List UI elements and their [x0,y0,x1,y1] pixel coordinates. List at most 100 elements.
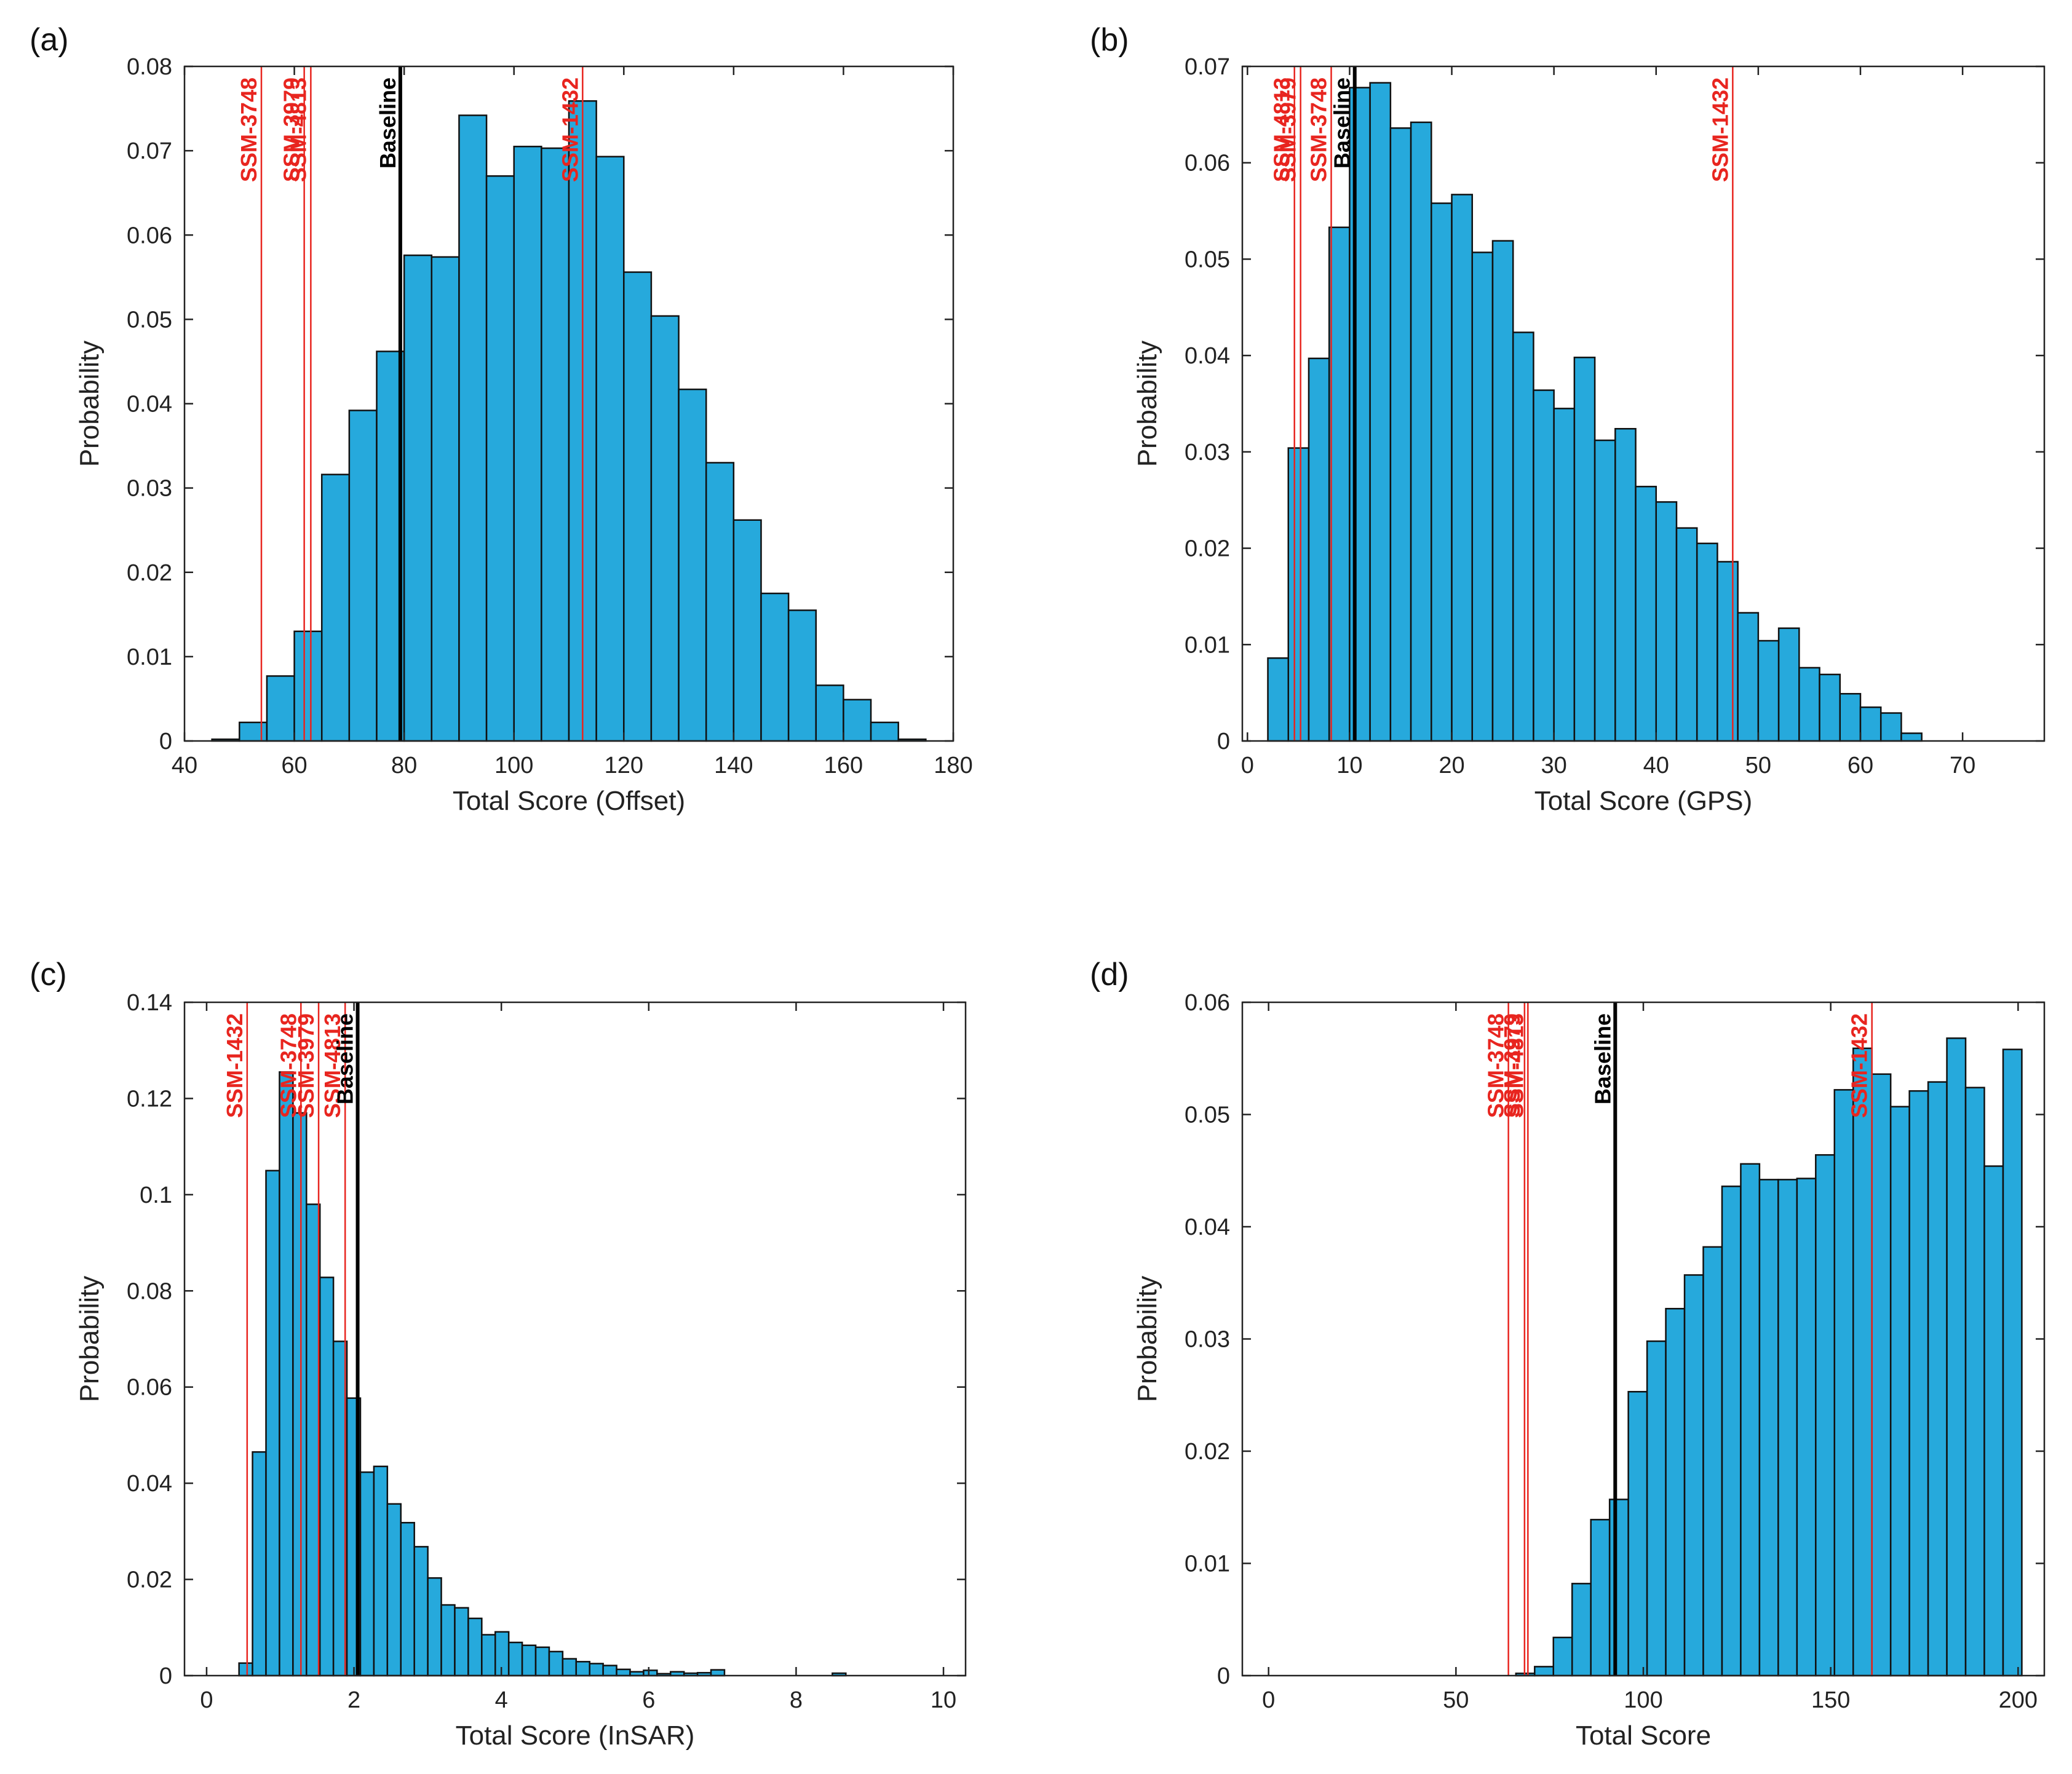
y-tick-label: 0.03 [1185,1327,1230,1353]
model-marker-label: SSM-3748 [1483,1013,1509,1118]
x-tick-label: 4 [495,1687,508,1713]
x-axis-title: Total Score (GPS) [1534,786,1753,816]
histogram-bar [238,1662,253,1677]
model-marker-label: SSM-3979 [1276,77,1301,182]
histogram-bar [513,146,542,742]
histogram-bar [1798,667,1820,742]
y-tick-label: 0.04 [127,392,172,418]
histogram-bar [239,721,268,742]
histogram-bar [1410,121,1432,742]
histogram-bar [1594,439,1616,742]
histogram-bar [1665,1307,1686,1677]
histogram-bar [413,1546,429,1677]
histogram-bar [1796,1178,1817,1677]
y-tick-label: 0.02 [127,1567,172,1593]
x-tick-label: 120 [605,753,643,778]
histogram-bar [575,1661,590,1677]
y-tick-label: 0.08 [127,54,172,80]
histogram-bar [1349,87,1371,742]
y-tick-label: 0.04 [1185,343,1230,369]
model-marker-label: SSM-1432 [222,1013,247,1118]
histogram-bar [1852,1047,1873,1677]
model-marker-label: SSM-4813 [285,77,311,182]
x-tick-label: 150 [1811,1687,1850,1713]
histogram-bar [454,1607,469,1677]
y-tick-label: 0.06 [1185,990,1230,1016]
histogram-bar [1646,1340,1667,1677]
x-tick-label: 100 [1624,1687,1662,1713]
model-marker-label: SSM-4813 [320,1013,345,1118]
histogram-bar [293,630,323,742]
histogram-bar [1534,1666,1555,1677]
histogram-bar [440,1604,456,1677]
model-marker-label: SSM-3748 [236,77,261,182]
histogram-bar [1287,447,1310,742]
histogram-bar [1777,1179,1798,1677]
histogram-bar [650,315,680,742]
histogram-bar [534,1646,550,1677]
histogram-bar [481,1634,496,1677]
axes-frame [183,1001,967,1677]
histogram-bar [373,1465,389,1677]
x-tick-label: 40 [1643,753,1669,778]
model-marker-label: SSM-4813 [1502,1013,1528,1118]
y-tick-label: 0.01 [1185,1551,1230,1577]
histogram-bar [1908,1090,1929,1677]
histogram-bar [507,1641,523,1677]
y-tick-label: 0 [159,1663,172,1689]
y-tick-label: 0 [1217,729,1230,754]
x-tick-label: 100 [494,753,533,778]
model-marker-label: SSM-1432 [557,77,582,182]
y-axis-title: Probability [74,1276,105,1402]
panel-label: (a) [30,22,69,58]
axes-frame [1241,65,2046,742]
x-tick-label: 0 [1241,753,1254,778]
baseline-marker-label: Baseline [375,77,400,168]
histogram-bar [1552,1636,1573,1677]
histogram-bar [279,1071,294,1677]
histogram-bar [602,1665,617,1677]
histogram-bar [1655,501,1678,742]
histogram-bar [1614,427,1637,742]
x-tick-label: 140 [714,753,753,778]
histogram-bar [1758,1179,1779,1677]
histogram-bar [1946,1037,1967,1677]
histogram-bar [427,1577,442,1677]
histogram-bar [787,609,817,742]
histogram-bar [760,592,790,742]
x-tick-label: 10 [931,1687,956,1713]
model-marker-label: SSM-3748 [276,1013,301,1118]
x-tick-label: 70 [1950,753,1975,778]
histogram-bar [485,175,515,742]
histogram-bar [1839,692,1862,742]
y-axis-title: Probability [1132,1276,1162,1402]
histogram-bar [467,1617,483,1677]
histogram-bar [732,519,762,742]
x-tick-label: 6 [642,1687,655,1713]
histogram-bar [1815,1154,1836,1677]
histogram-bar [1702,1246,1723,1677]
y-tick-label: 0.07 [127,138,172,164]
x-tick-label: 60 [281,753,307,778]
y-tick-label: 0.05 [127,307,172,333]
x-tick-label: 30 [1541,753,1567,778]
baseline-marker-label: Baseline [333,1013,358,1104]
x-tick-label: 0 [200,1687,213,1713]
histogram-bar [548,1650,564,1677]
histogram-bar [1717,561,1739,742]
histogram-bar [1471,251,1494,742]
y-tick-label: 0.03 [127,476,172,502]
histogram-bar [1721,1186,1742,1677]
histogram-bar [589,1663,604,1677]
histogram-bar [320,473,351,742]
histogram-bar [1571,1583,1592,1677]
panel-label: (d) [1090,957,1129,992]
y-tick-label: 0.05 [1185,1103,1230,1128]
histogram-bar [319,1277,335,1677]
histogram-bar [1491,240,1514,742]
histogram-bar [623,271,653,742]
y-tick-label: 0.1 [140,1182,172,1208]
